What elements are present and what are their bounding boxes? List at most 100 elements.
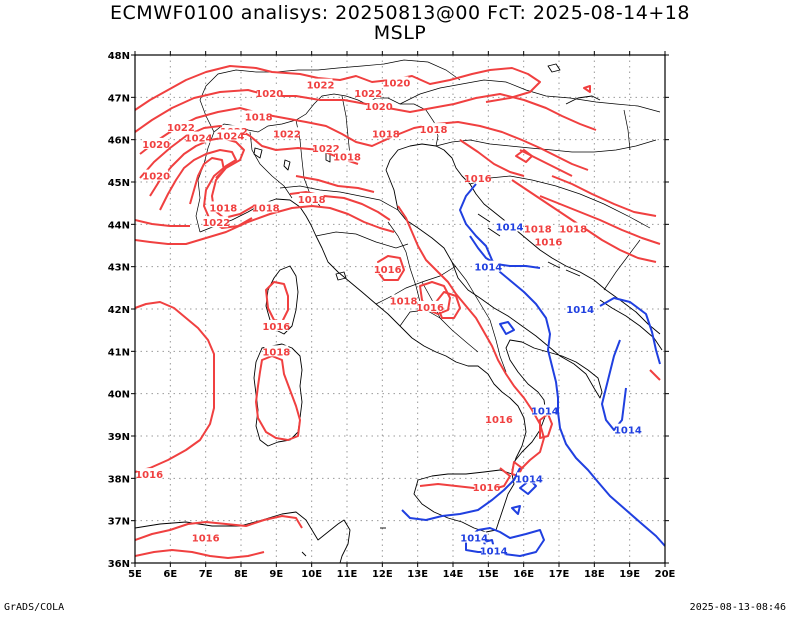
lat-label: 48N <box>108 51 130 62</box>
isobar-label: 1014 <box>480 546 508 557</box>
isobar-label: 1020 <box>255 89 283 100</box>
isobar-label-bg <box>421 123 446 135</box>
isobar-label: 1018 <box>252 203 280 214</box>
isobar-label-bg <box>274 127 299 139</box>
isobar-label: 1018 <box>390 297 418 308</box>
isobar-label: 1014 <box>496 222 524 233</box>
lat-label: 44N <box>108 220 130 231</box>
axis-ticks <box>131 51 669 567</box>
lon-label: 5E <box>128 569 142 580</box>
isobar-label: 1018 <box>245 112 273 123</box>
isobar-label-bg <box>335 150 359 162</box>
isobar-label-bg <box>211 201 236 213</box>
isobar-label: 1024 <box>216 131 244 142</box>
lon-label: 14E <box>443 569 464 580</box>
italy-south-east-coast <box>385 169 603 463</box>
render-timestamp: 2025-08-13-08:46 <box>689 602 786 613</box>
lon-label: 7E <box>199 569 213 580</box>
isobar-label-bg <box>486 413 511 425</box>
map-title: ECMWF0100 analisys: 20250813@00 FcT: 202… <box>110 2 690 24</box>
lon-label: 6E <box>163 569 177 580</box>
isobar-label-bg <box>465 171 490 183</box>
italy-west-coast <box>199 198 527 471</box>
isobar-label-bg <box>418 300 443 312</box>
low-pressure-isobars <box>401 183 665 557</box>
isobar-label-bg <box>532 404 557 416</box>
lat-label: 41N <box>108 347 130 358</box>
lon-label: 9E <box>269 569 283 580</box>
north-africa-coast <box>135 511 351 563</box>
isobar-label-bg <box>264 319 289 331</box>
isobar-label-bg <box>481 544 506 556</box>
lat-label: 36N <box>108 559 130 570</box>
isobar-labels: 1018102210201022102010201022102410221024… <box>135 76 642 557</box>
isobar-label-bg <box>144 169 169 181</box>
isobar-label: 1016 <box>262 322 290 333</box>
isobar-label-bg <box>137 468 162 480</box>
isobar-label: 1014 <box>566 305 594 316</box>
isobar-label: 1014 <box>515 474 543 485</box>
lon-label: 17E <box>549 569 570 580</box>
lon-label: 16E <box>513 569 534 580</box>
isobar-label: 1014 <box>614 426 642 437</box>
sicily-coast <box>413 469 515 533</box>
isobar-label: 1018 <box>420 125 448 136</box>
lon-label: 8E <box>234 569 248 580</box>
isobar-label: 1016 <box>485 415 513 426</box>
lon-label: 19E <box>619 569 640 580</box>
isobar-label: 1014 <box>531 407 559 418</box>
isobar-label-bg <box>366 99 391 111</box>
isobar-label: 1020 <box>142 140 170 151</box>
isobar-label: 1020 <box>142 172 170 183</box>
isobar-label-bg <box>204 216 229 228</box>
isobar-label-bg <box>375 262 400 274</box>
isobar-label: 1018 <box>209 203 237 214</box>
longitude-labels: 5E 6E 7E 8E 9E 10E 11E 12E 13E 14E 15E 16E 17E 18E 19E… <box>128 569 675 580</box>
lat-label: 38N <box>108 474 130 485</box>
isobar-label: 1014 <box>474 263 502 274</box>
isobar-label-bg <box>462 531 487 543</box>
isobar-label-bg <box>476 260 501 272</box>
corsica-coast <box>265 265 299 335</box>
isobar-label-bg <box>186 131 211 143</box>
lon-label: 15E <box>478 569 499 580</box>
isobar-label-bg <box>246 110 271 122</box>
isobar-label: 1022 <box>167 123 195 134</box>
isobar-label: 1022 <box>273 129 301 140</box>
isobar-label: 1018 <box>298 195 326 206</box>
isobar-label-bg <box>168 120 193 132</box>
isobar-label: 1016 <box>135 470 163 481</box>
lon-label: 10E <box>301 569 322 580</box>
isobar-label: 1016 <box>534 237 562 248</box>
lat-label: 45N <box>108 178 130 189</box>
isobar-label: 1016 <box>473 483 501 494</box>
map-subtitle: MSLP <box>373 22 427 44</box>
isobar-label: 1016 <box>374 265 402 276</box>
lat-label: 43N <box>108 263 130 274</box>
lat-label: 42N <box>108 305 130 316</box>
isobar-label: 1018 <box>333 153 361 164</box>
isobar-label-bg <box>474 480 499 492</box>
isobar-label-bg <box>384 76 409 88</box>
isobar-label: 1022 <box>312 144 340 155</box>
isobar-label-bg <box>373 127 398 139</box>
isobar-label: 1014 <box>460 534 488 545</box>
lat-label: 46N <box>108 136 130 147</box>
isobar-label-bg <box>568 303 593 314</box>
isobar-label-bg <box>391 294 416 306</box>
lat-label: 47N <box>108 93 130 104</box>
isobar-label-bg <box>497 220 522 232</box>
isobar-label: 1020 <box>383 79 411 90</box>
lon-label: 11E <box>337 569 358 580</box>
high-pressure-isobars <box>135 65 661 559</box>
isobar-label-bg <box>144 137 169 149</box>
lat-label: 40N <box>108 390 130 401</box>
adriatic-north-coast <box>385 143 661 335</box>
isobar-label-bg <box>299 192 324 204</box>
isobar-label: 1018 <box>262 347 290 358</box>
isobar-label: 1018 <box>372 129 400 140</box>
isobar-label: 1016 <box>192 534 220 545</box>
isobar-label: 1016 <box>464 174 492 185</box>
software-credit: GrADS/COLA <box>4 602 65 613</box>
